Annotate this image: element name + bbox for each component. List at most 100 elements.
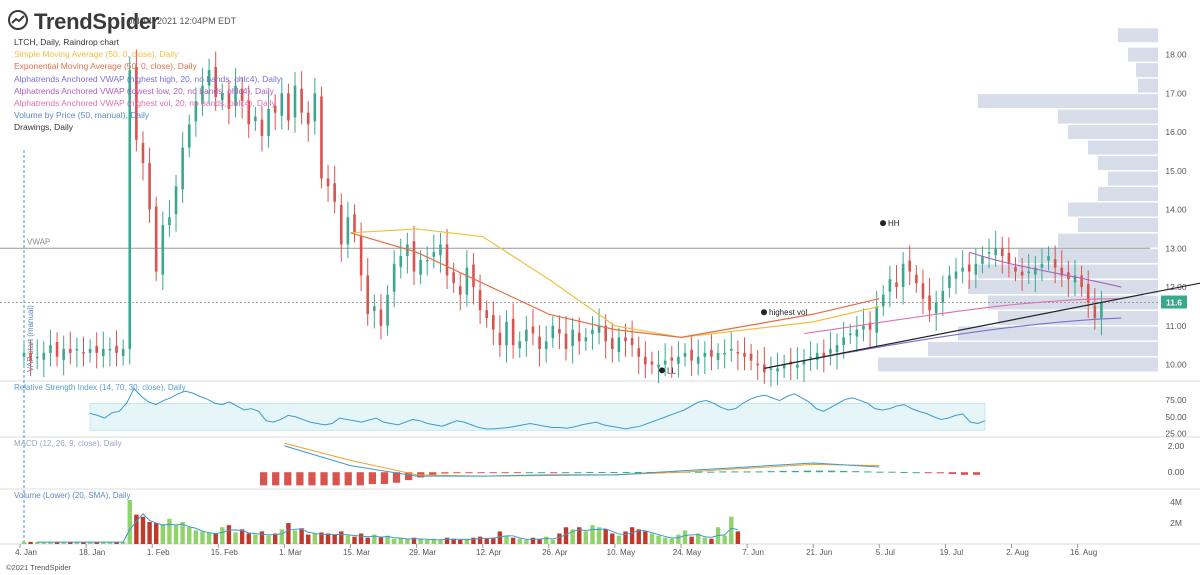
candle-body: [313, 93, 317, 122]
volume-tick: 2M: [1170, 518, 1182, 528]
trendspider-logo-icon: [8, 10, 28, 30]
vap-bar: [1078, 218, 1158, 233]
volume-bar: [160, 524, 166, 544]
y-tick-label: 14.00: [1165, 205, 1187, 215]
volume-bar: [517, 538, 522, 544]
volume-bar: [610, 533, 615, 544]
vap-start-label: VAP start (manual): [26, 305, 35, 372]
volume-bar: [444, 537, 450, 544]
candle-body: [987, 252, 991, 254]
volume-bar: [35, 541, 40, 544]
vap-bar: [958, 326, 1158, 341]
candle-body: [954, 271, 958, 279]
legend-ema[interactable]: Exponential Moving Average (50, 0, close…: [14, 61, 197, 72]
volume-bar: [577, 527, 582, 544]
candle-body: [637, 348, 641, 357]
candle-body: [181, 147, 184, 190]
candle-body: [333, 183, 336, 202]
x-tick-label: 10. May: [607, 548, 635, 557]
candle-body: [617, 337, 621, 353]
hh-marker-label: HH: [888, 219, 900, 228]
candle-body: [425, 259, 429, 262]
candle-body: [412, 241, 416, 272]
vwap-label: VWAP: [27, 237, 50, 246]
y-tick-label: 12.00: [1165, 282, 1187, 292]
x-tick-label: 26. Apr: [542, 548, 568, 557]
last-price-value: 11.6: [1166, 298, 1182, 308]
macd-hist-bar: [779, 470, 787, 473]
volume-bar: [550, 539, 555, 544]
macd-hist-bar: [465, 472, 473, 474]
macd-hist-bar: [864, 471, 872, 473]
candle-body: [769, 368, 773, 370]
candle-body: [121, 349, 125, 356]
volume-bar: [398, 537, 403, 544]
legend-drawings[interactable]: Drawings, Daily: [14, 122, 74, 133]
volume-bar: [272, 533, 278, 544]
candle-body: [749, 353, 753, 361]
volume-title: Volume (Lower) (20, SMA), Daily: [14, 491, 130, 500]
x-tick-label: 12. Apr: [476, 548, 502, 557]
volume-bar: [167, 518, 172, 544]
legend-sma[interactable]: Simple Moving Average (50, 0, close), Da…: [14, 49, 179, 60]
volume-bar: [312, 533, 318, 544]
macd-hist-bar: [707, 471, 715, 473]
volume-bar: [603, 529, 608, 544]
vap-bar: [1068, 202, 1158, 217]
volume-bar: [61, 541, 66, 544]
candle-body: [478, 290, 482, 311]
candle-body: [915, 274, 918, 284]
macd-hist-bar: [803, 470, 811, 473]
macd-hist-bar: [610, 471, 618, 473]
candle-body: [882, 294, 885, 307]
volume-bar: [378, 536, 384, 544]
macd-signal-line: [284, 442, 880, 477]
volume-bar: [682, 530, 688, 544]
ll-marker-icon: [659, 367, 665, 374]
volume-bar: [629, 527, 635, 544]
volume-bar: [134, 514, 139, 544]
volume-bar: [206, 532, 212, 544]
candle-body: [842, 337, 845, 346]
volume-bar: [464, 538, 470, 544]
candle-body: [320, 96, 323, 179]
candle-body: [921, 283, 925, 299]
legend-vbp[interactable]: Volume by Price (50, manual), Daily: [14, 110, 150, 121]
candle-body: [1000, 248, 1004, 257]
x-tick-label: 29. Mar: [409, 548, 436, 557]
candle-body: [472, 264, 475, 288]
candle-body: [809, 356, 812, 359]
volume-bar: [94, 541, 99, 544]
legend-avwap-high[interactable]: Alphatrends Anchored VWAP (highest high,…: [14, 73, 281, 84]
candle-body: [42, 352, 46, 360]
candle-body: [386, 294, 389, 326]
legend-avwap-low[interactable]: Alphatrends Anchored VWAP (lowest low, 2…: [14, 85, 274, 96]
trendline: [764, 282, 1200, 369]
macd-hist-bar: [344, 472, 352, 486]
candle-body: [981, 256, 984, 264]
volume-bar: [662, 537, 668, 544]
volume-bar: [286, 523, 291, 544]
macd-hist-bar: [332, 472, 340, 486]
volume-bar: [537, 538, 542, 544]
volume-bar: [226, 525, 232, 544]
chart-legend: LTCH, Daily, Raindrop chart Simple Movin…: [14, 36, 281, 134]
candle-body: [597, 325, 601, 333]
volume-sma-line: [37, 513, 738, 543]
macd-hist-bar: [936, 472, 944, 474]
legend-avwap-vol[interactable]: Alphatrends Anchored VWAP (highest vol, …: [14, 98, 276, 109]
candle-body: [670, 357, 674, 361]
legend-symbol[interactable]: LTCH, Daily, Raindrop chart: [14, 37, 120, 47]
candle-body: [591, 329, 594, 335]
volume-bar: [491, 537, 496, 544]
candle-body: [802, 360, 806, 365]
candle-body: [525, 329, 528, 342]
timestamp: Jul 14, 2021 12:04PM EDT: [128, 16, 237, 26]
candle-body: [201, 85, 204, 105]
candle-body: [108, 349, 112, 351]
volume-bar: [54, 541, 60, 544]
vap-bar: [1068, 125, 1158, 140]
candle-body: [703, 352, 707, 357]
vap-bar: [1058, 233, 1158, 248]
